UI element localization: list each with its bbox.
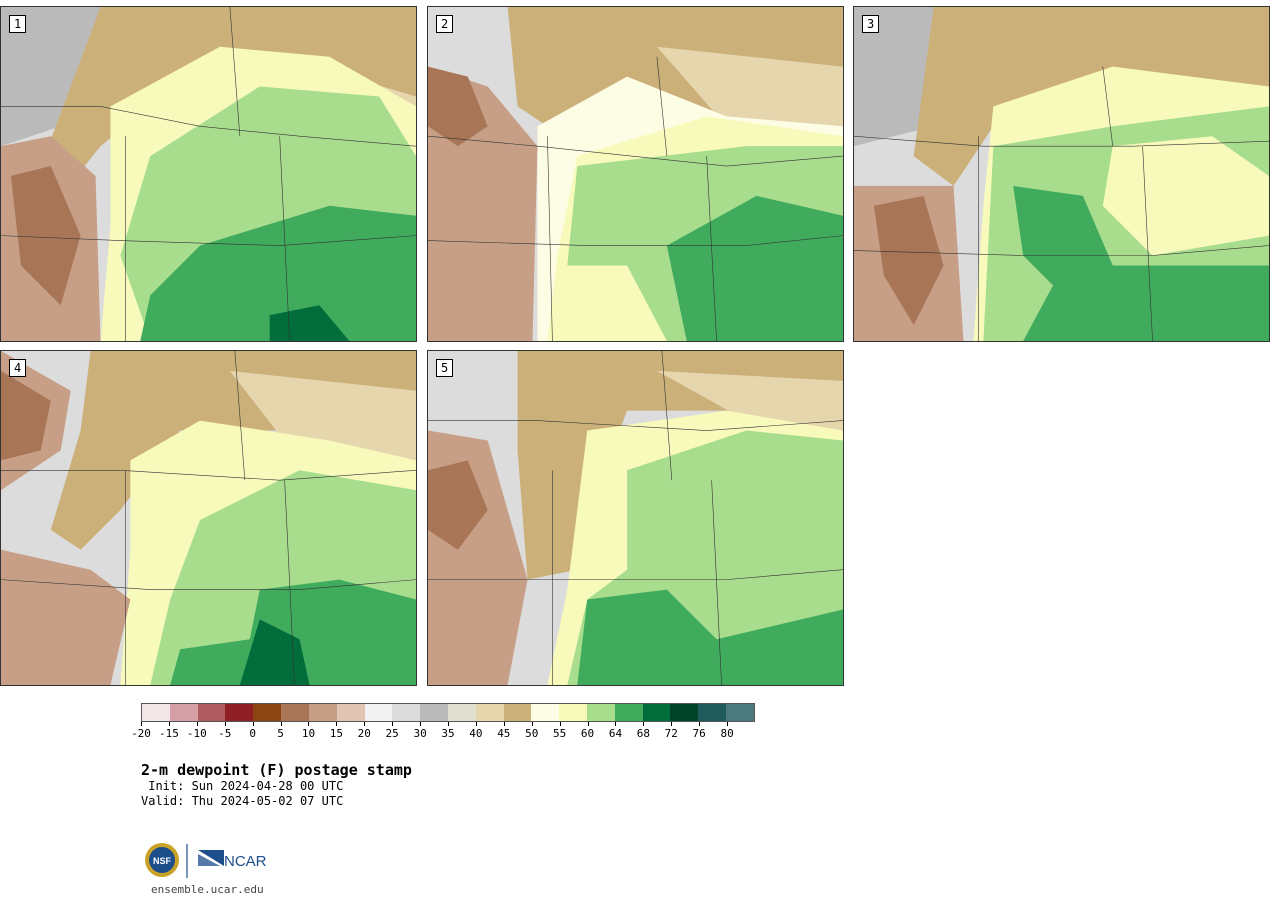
colorbar-segment [642,704,671,721]
colorbar-segment [587,704,615,721]
colorbar-tick [475,722,477,726]
colorbar-tick-label: 30 [413,727,427,740]
dewpoint-map-4 [1,351,416,685]
colorbar-segment [475,704,504,721]
website-url: ensemble.ucar.edu [151,883,264,896]
colorbar-tick [224,722,226,726]
colorbar-segment [142,704,170,721]
colorbar-tick-label: -10 [186,727,207,740]
colorbar-tick [643,722,645,726]
colorbar-segment [447,704,476,721]
dewpoint-map-1 [1,7,416,341]
colorbar-tick [308,722,310,726]
colorbar-tick [503,722,505,726]
colorbar-tick-label: 35 [441,727,455,740]
map-panel-4: 4 [0,350,417,686]
colorbar-segment [253,704,282,721]
dewpoint-map-3 [854,7,1269,341]
panel-number-label: 1 [9,15,27,33]
logos: NSF NCAR [145,843,267,878]
colorbar-tick-label: -5 [218,727,232,740]
colorbar [141,703,755,722]
colorbar-segment [225,704,254,721]
colorbar-tick [141,722,142,726]
colorbar-tick [336,722,338,726]
colorbar-tick-label: 5 [277,727,284,740]
colorbar-tick [448,722,449,726]
panel-number-label: 4 [9,359,27,377]
colorbar-tick [252,722,254,726]
ncar-logo: NCAR [198,850,267,870]
colorbar-segment [420,704,448,721]
panel-number-label: 2 [436,15,454,33]
valid-time: Valid: Thu 2024-05-02 07 UTC [141,794,344,808]
colorbar-tick-label: 20 [357,727,371,740]
colorbar-tick-label: 64 [608,727,623,740]
colorbar-tick [392,722,394,726]
init-time: Init: Sun 2024-04-28 00 UTC [141,779,344,793]
colorbar-tick [196,722,198,726]
colorbar-segment [281,704,309,721]
figure-title: 2-m dewpoint (F) postage stamp [141,761,412,779]
colorbar-tick-label: 45 [497,727,511,740]
colorbar-tick [364,722,366,726]
colorbar-tick [727,722,729,726]
colorbar-tick-label: 68 [636,727,650,740]
colorbar-tick-label: 40 [469,727,483,740]
panel-number-label: 3 [862,15,880,33]
colorbar-segment [308,704,337,721]
map-panel-2: 2 [427,6,844,342]
colorbar-tick-label: 55 [553,727,567,740]
colorbar-tick-label: 76 [692,727,706,740]
map-panel-5: 5 [427,350,844,686]
colorbar-tick [559,722,561,726]
colorbar-tick [531,722,533,726]
colorbar-segment [559,704,587,721]
colorbar-tick [587,722,589,726]
colorbar-tick [699,722,701,726]
colorbar-segment [169,704,198,721]
map-panel-3: 3 [853,6,1270,342]
colorbar-segment [670,704,699,721]
colorbar-tick-label: 60 [580,727,595,740]
colorbar-tick-label: -20 [131,727,151,740]
svg-text:NSF: NSF [153,856,172,866]
colorbar-tick-label: 10 [301,727,316,740]
dewpoint-map-2 [428,7,843,341]
colorbar-segment [503,704,532,721]
panel-number-label: 5 [436,359,454,377]
colorbar-segment [698,704,727,721]
colorbar-tick-label: 50 [525,727,539,740]
colorbar-tick-label: 15 [329,727,343,740]
colorbar-tick-label: 80 [720,727,734,740]
map-panel-1: 1 [0,6,417,342]
colorbar-tick [168,722,170,726]
colorbar-tick [615,722,617,726]
colorbar-tick [280,722,282,726]
nsf-logo: NSF [145,843,179,877]
colorbar-segment [336,704,365,721]
colorbar-segment [531,704,560,721]
colorbar-segment [197,704,226,721]
colorbar-tick-label: 72 [664,727,678,740]
colorbar-tick-label: 25 [385,727,399,740]
svg-text:NCAR: NCAR [224,853,267,870]
colorbar-tick-label: 0 [249,727,256,740]
colorbar-segment [726,704,754,721]
colorbar-segment [392,704,421,721]
colorbar-segment [614,704,643,721]
colorbar-ticks: -20 -15 -10 -5 0 5 10 15 20 25 30 35 40 45 50 55 60 64 68 7… [131,722,755,742]
colorbar-tick [420,722,422,726]
colorbar-tick [671,722,673,726]
dewpoint-map-5 [428,351,843,685]
colorbar-segment [364,704,393,721]
colorbar-tick-label: -15 [158,727,179,740]
